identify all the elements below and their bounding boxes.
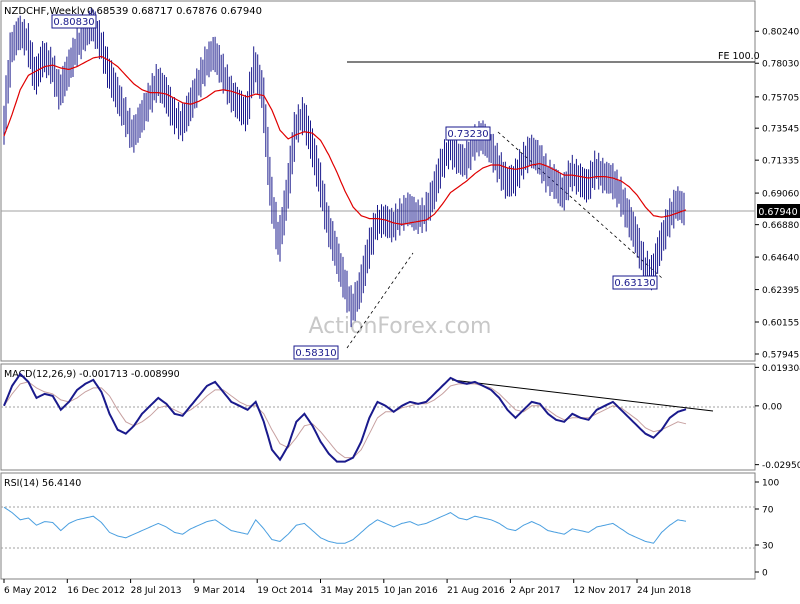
rsi-title: RSI(14) 56.4140 bbox=[4, 478, 81, 489]
rsi-tick-label: 30 bbox=[762, 542, 774, 552]
rsi-tick-label: 0 bbox=[762, 569, 768, 579]
moving-average-line bbox=[3, 55, 687, 226]
price-tick-label: 0.75705 bbox=[762, 93, 799, 103]
current-price-text: 0.67940 bbox=[758, 207, 797, 218]
swing-label-text: 0.58310 bbox=[295, 348, 336, 359]
price-bars bbox=[3, 8, 685, 328]
x-tick-label: 24 Jun 2018 bbox=[637, 586, 691, 596]
swing-label-box bbox=[51, 14, 97, 29]
x-tick-label: 21 Aug 2016 bbox=[447, 586, 505, 596]
swing-label-80830: 0.80830 bbox=[51, 14, 97, 29]
macd-panel: MACD(12,26,9) -0.001713 -0.008990 0.0193… bbox=[0, 363, 800, 471]
macd-main-line bbox=[3, 372, 687, 463]
price-tick-label: 0.69060 bbox=[762, 190, 799, 200]
price-tick-label: 0.60155 bbox=[762, 318, 799, 328]
price-tick-label: 0.73545 bbox=[762, 125, 799, 135]
fe-level-label: FE 100.0 bbox=[718, 51, 760, 62]
price-tick-label: 0.80240 bbox=[762, 28, 799, 38]
price-tick-label: 0.66880 bbox=[762, 221, 799, 231]
support-trendline bbox=[346, 252, 414, 349]
x-tick-label: 16 Dec 2012 bbox=[67, 586, 125, 596]
rsi-panel-frame bbox=[0, 472, 756, 580]
price-tick-label: 0.62395 bbox=[762, 286, 799, 296]
x-tick-label: 12 Nov 2017 bbox=[574, 586, 632, 596]
swing-label-box bbox=[612, 275, 658, 290]
macd-trendline bbox=[451, 379, 714, 412]
current-price-marker: 0.67940 bbox=[757, 204, 800, 218]
ohlc-label: 0.68539 0.68717 0.67876 0.67940 bbox=[87, 6, 262, 17]
x-tick-label: 19 Oct 2014 bbox=[257, 586, 313, 596]
price-panel: ActionForex.com NZDCHF,Weekly 0.68539 0.… bbox=[0, 0, 800, 362]
rsi-tick-label: 100 bbox=[762, 479, 779, 489]
price-tick-label: 0.78030 bbox=[762, 60, 799, 70]
price-tick-label: 0.64640 bbox=[762, 254, 799, 264]
macd-y-axis: 0.019304 0.00 -0.029508 bbox=[755, 364, 800, 471]
swing-label-text: 0.73230 bbox=[447, 129, 488, 140]
macd-tick-label: 0.00 bbox=[762, 402, 782, 412]
current-price-box bbox=[757, 204, 800, 218]
symbol-label: NZDCHF,Weekly bbox=[4, 6, 86, 17]
rsi-tick-label: 70 bbox=[762, 506, 774, 516]
swing-label-box bbox=[445, 126, 491, 141]
macd-tick-label: 0.019304 bbox=[762, 364, 800, 374]
rsi-panel: RSI(14) 56.4140 100 70 30 0 bbox=[0, 472, 779, 580]
price-tick-label: 0.71335 bbox=[762, 157, 799, 167]
macd-signal-line bbox=[3, 381, 687, 459]
swing-label-58310: 0.58310 bbox=[293, 345, 339, 360]
price-y-axis: 0.80240 0.78030 0.75705 0.73545 0.71335 0.690… bbox=[755, 28, 799, 360]
swing-label-63130: 0.63130 bbox=[612, 275, 658, 290]
watermark: ActionForex.com bbox=[309, 314, 492, 339]
rsi-line bbox=[3, 506, 687, 544]
x-axis: 6 May 2012 16 Dec 2012 28 Jul 2013 9 Mar 20… bbox=[3, 579, 691, 596]
x-tick-label: 6 May 2012 bbox=[4, 586, 57, 596]
x-tick-label: 10 Jan 2016 bbox=[384, 586, 438, 596]
x-tick-label: 2 Apr 2017 bbox=[510, 586, 560, 596]
rsi-y-axis: 100 70 30 0 bbox=[755, 479, 779, 579]
x-tick-label: 9 Mar 2014 bbox=[194, 586, 246, 596]
macd-title: MACD(12,26,9) -0.001713 -0.008990 bbox=[4, 369, 180, 380]
macd-tick-label: -0.029508 bbox=[762, 461, 800, 471]
swing-label-text: 0.63130 bbox=[614, 278, 655, 289]
price-tick-label: 0.57945 bbox=[762, 350, 799, 360]
x-tick-label: 28 Jul 2013 bbox=[131, 586, 182, 596]
swing-label-73230: 0.73230 bbox=[445, 126, 491, 141]
price-panel-frame bbox=[0, 0, 756, 362]
swing-label-box bbox=[293, 345, 339, 360]
x-tick-label: 31 May 2015 bbox=[321, 586, 380, 596]
swing-label-text: 0.80830 bbox=[53, 17, 94, 28]
